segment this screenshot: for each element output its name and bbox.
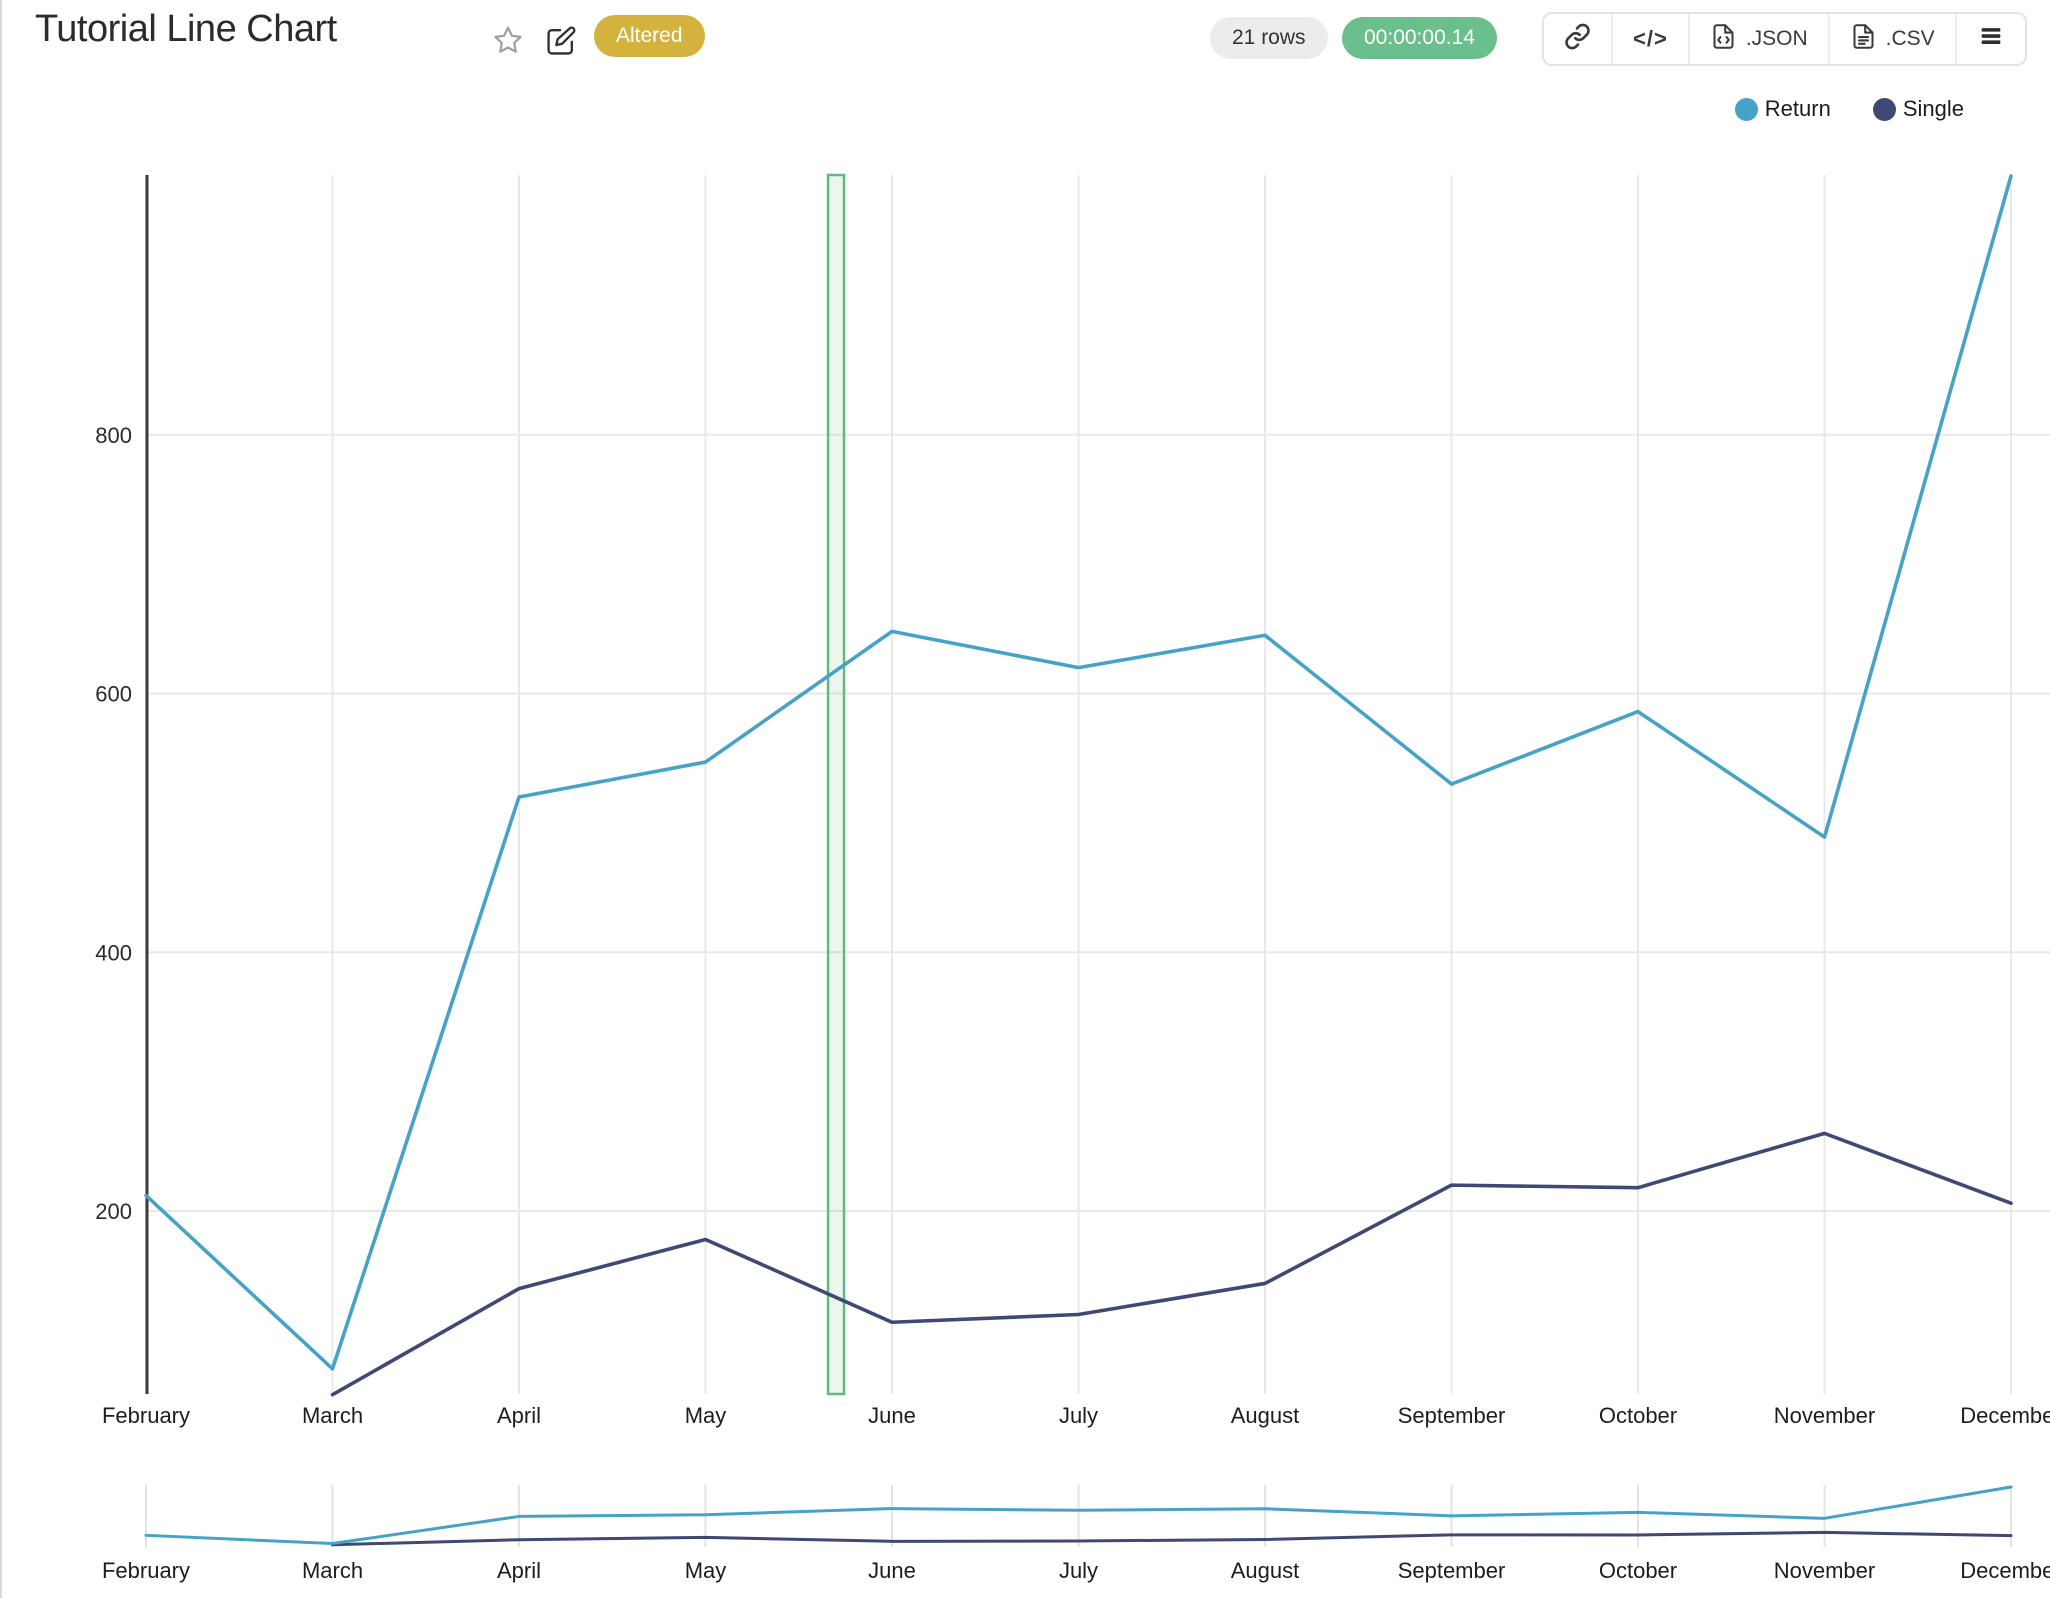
x-axis-label: May [685, 1403, 727, 1428]
hamburger-menu-icon [1977, 22, 2005, 56]
x-axis-label: October [1599, 1403, 1677, 1428]
query-timer-badge: 00:00:00.14 [1342, 17, 1497, 59]
mini-x-axis-label: May [685, 1558, 727, 1583]
y-axis-label: 200 [95, 1199, 132, 1224]
menu-button[interactable] [1954, 14, 2025, 64]
json-button-label: .JSON [1745, 27, 1808, 50]
x-axis-label: December [1960, 1403, 2050, 1428]
x-axis-label: July [1059, 1403, 1098, 1428]
legend-label-return: Return [1764, 96, 1831, 121]
edit-title-button[interactable] [546, 25, 577, 56]
x-axis-label: September [1398, 1403, 1506, 1428]
export-toolbar: </> .JSON [1542, 12, 2027, 66]
download-csv-button[interactable]: .CSV [1827, 14, 1955, 64]
x-axis-label: August [1231, 1403, 1300, 1428]
legend-label-single: Single [1902, 96, 1964, 121]
legend-dot-return [1734, 97, 1758, 121]
mini-x-axis-label: October [1599, 1558, 1677, 1583]
header: Tutorial Line Chart Altered 21 rows 00:0… [2, 0, 2050, 90]
mini-x-axis-label: June [868, 1558, 916, 1583]
x-axis-label: April [497, 1403, 541, 1428]
x-axis-label: June [868, 1403, 916, 1428]
y-axis-label: 400 [95, 940, 132, 965]
mini-x-axis-label: February [102, 1558, 190, 1583]
favorite-star-button[interactable] [492, 24, 524, 56]
series-line-single-mini [331, 1530, 2013, 1547]
series-line-return [144, 174, 2013, 1371]
mini-x-axis-label: April [497, 1558, 541, 1583]
code-icon: </> [1633, 26, 1668, 51]
row-count-badge: 21 rows [1210, 17, 1328, 59]
x-axis-label: November [1774, 1403, 1875, 1428]
csv-file-icon [1850, 23, 1877, 56]
x-axis-label: March [302, 1403, 363, 1428]
mini-x-axis-label: July [1059, 1558, 1098, 1583]
legend-item-return[interactable]: Return [1734, 96, 1831, 122]
mini-x-axis-label: December [1960, 1558, 2050, 1583]
mini-x-axis-label: September [1398, 1558, 1506, 1583]
download-json-button[interactable]: .JSON [1687, 14, 1828, 64]
mini-x-axis-label: November [1774, 1558, 1875, 1583]
series-line-return-mini [144, 1485, 2013, 1546]
y-axis-label: 600 [95, 682, 132, 707]
edit-pencil-icon [546, 26, 577, 59]
status-badge: Altered [594, 15, 705, 57]
mini-x-axis-label: August [1231, 1558, 1300, 1583]
csv-button-label: .CSV [1885, 27, 1935, 50]
x-axis-label: February [102, 1403, 190, 1428]
mini-x-axis-label: March [302, 1558, 363, 1583]
json-file-icon [1710, 23, 1737, 56]
copy-link-button[interactable] [1544, 14, 1611, 64]
link-icon [1564, 23, 1591, 56]
y-axis-label: 800 [95, 423, 132, 448]
series-line-single [330, 1131, 2013, 1397]
page-title: Tutorial Line Chart [35, 8, 337, 50]
chart-legend: Return Single [1734, 96, 1964, 122]
star-icon [492, 26, 524, 59]
legend-item-single[interactable]: Single [1872, 96, 1964, 122]
highlight-band [826, 173, 846, 1396]
show-code-button[interactable]: </> [1611, 14, 1688, 64]
legend-dot-single [1872, 97, 1896, 121]
